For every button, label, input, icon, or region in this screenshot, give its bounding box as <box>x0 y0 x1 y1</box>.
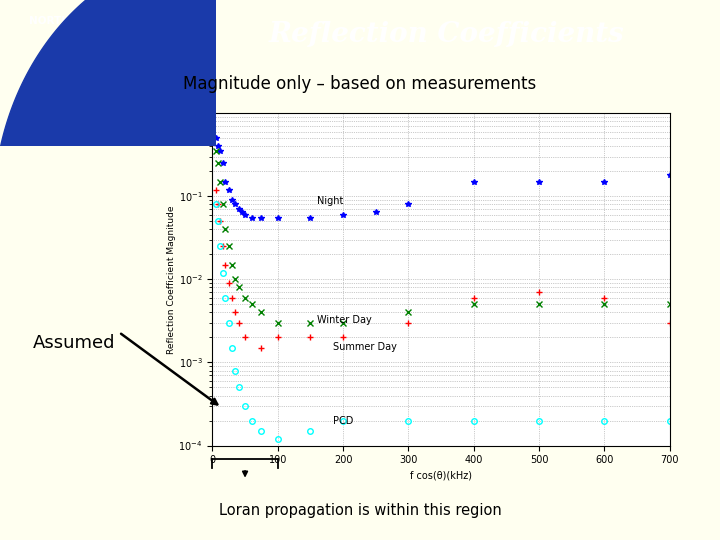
Text: Summer Day: Summer Day <box>333 342 397 352</box>
Text: Information Technology: Information Technology <box>54 42 143 51</box>
Polygon shape <box>0 0 235 211</box>
Text: Loran propagation is within this region: Loran propagation is within this region <box>219 503 501 518</box>
Text: Reflection Coefficients: Reflection Coefficients <box>269 22 624 49</box>
Text: Winter Day: Winter Day <box>317 315 372 325</box>
Text: Magnitude only – based on measurements: Magnitude only – based on measurements <box>184 75 536 93</box>
Y-axis label: Reflection Coefficient Magnitude: Reflection Coefficient Magnitude <box>167 205 176 354</box>
Text: Night: Night <box>317 197 343 206</box>
Text: NORTHROP GRUMMAN: NORTHROP GRUMMAN <box>29 16 161 26</box>
X-axis label: f cos(θ)(kHz): f cos(θ)(kHz) <box>410 471 472 481</box>
Text: Assumed: Assumed <box>32 334 115 352</box>
Text: PCD: PCD <box>333 416 354 426</box>
